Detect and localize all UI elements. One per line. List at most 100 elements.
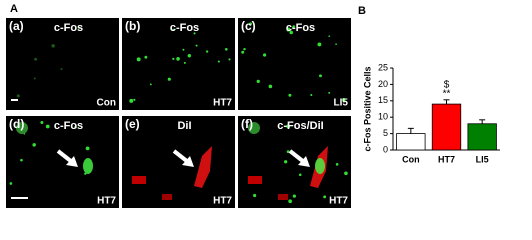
y-axis-label: c-Fos Positive Cells (362, 66, 372, 151)
fluorescent-dot (129, 98, 134, 103)
fluorescent-dot (217, 60, 220, 63)
figure-label: A (10, 3, 18, 15)
fluorescent-dot (172, 57, 175, 61)
fluorescent-dot (193, 32, 196, 35)
fluorescent-dot (256, 79, 260, 84)
panel-letter: (c) (241, 19, 256, 33)
fluorescent-dot (298, 173, 302, 177)
stain-label: c-Fos (286, 22, 315, 34)
bar (467, 123, 497, 151)
fluorescent-dot (85, 146, 90, 151)
fluorescent-dot (9, 182, 13, 185)
micrograph (122, 18, 235, 110)
cell (315, 158, 325, 174)
fluorescent-dot (328, 35, 331, 38)
x-tick-label: Con (402, 154, 420, 164)
fluorescent-dot (144, 55, 148, 59)
fluorescent-dot (20, 158, 23, 162)
fluorescent-dot (183, 61, 186, 64)
stain-label: DiI (177, 120, 191, 132)
fluorescent-dot (133, 98, 136, 101)
fluorescent-dot (241, 50, 245, 54)
fluorescent-dot (284, 160, 288, 164)
arrow-head (182, 156, 194, 167)
panel-letter: (f) (241, 117, 253, 131)
fluorescent-dot (167, 77, 171, 81)
panel-letter: (e) (125, 117, 140, 131)
group-label: HT7 (329, 196, 348, 207)
fluorescent-dot (289, 30, 294, 35)
arrow (288, 149, 306, 164)
fluorescent-dot (341, 98, 346, 102)
stain-label: c-Fos (54, 120, 83, 132)
x-tick-label: HT7 (438, 154, 455, 164)
fluorescent-dot (187, 54, 192, 58)
fluorescent-dot (60, 68, 63, 71)
fluorescent-dot (243, 47, 246, 51)
arrow-head (298, 156, 310, 167)
fluorescent-dot (16, 94, 20, 98)
fluorescent-dot (319, 74, 322, 78)
fluorescent-dot (32, 143, 36, 147)
fluorescent-dot (149, 83, 152, 86)
fluorescent-dot (286, 124, 291, 129)
significance-mark: ** (443, 88, 451, 99)
group-label: Con (97, 98, 116, 109)
arrow (56, 149, 74, 164)
arrow (172, 149, 190, 164)
dii-spot (248, 176, 262, 184)
fluorescent-dot (262, 53, 267, 57)
figure: A B (a) c-Fos Con (b) c-Fos HT7 (c) c-Fos LI5 (d)… (6, 3, 500, 208)
fluorescent-dot (77, 27, 81, 30)
y-tick-label: 15 (378, 95, 388, 105)
fluorescent-dot (328, 91, 331, 94)
fluorescent-dot (224, 47, 228, 51)
micrograph (6, 18, 119, 110)
dii-spot (278, 194, 288, 200)
group-label: HT7 (213, 98, 232, 109)
fluorescent-dot (292, 26, 295, 29)
fluorescent-dot (228, 58, 231, 61)
fluorescent-dot (249, 22, 253, 26)
micrograph (238, 18, 351, 110)
stain-label: c-Fos (54, 22, 83, 34)
group-label: HT7 (213, 196, 232, 207)
fluorescent-dot (317, 42, 322, 47)
fluorescent-dot (45, 124, 50, 129)
bar (431, 103, 462, 151)
fluorescent-dot (286, 27, 291, 32)
fluorescent-dot (136, 57, 141, 62)
bar (396, 133, 426, 151)
stain-label: c-Fos/DiI (277, 120, 323, 132)
cell (248, 122, 260, 134)
fluorescent-dot (51, 44, 55, 48)
fluorescent-dot (288, 199, 292, 204)
significance-mark: $ (444, 79, 450, 90)
fluorescent-dot (344, 171, 348, 176)
dii-spot (162, 194, 172, 200)
panel-letter: (d) (9, 117, 24, 131)
chart-label: B (358, 5, 366, 17)
group-label: HT7 (97, 196, 116, 207)
group-label: LI5 (334, 98, 349, 109)
dii-spot (132, 176, 146, 184)
y-tick-label: 0 (383, 144, 388, 154)
fluorescent-dot (74, 125, 77, 129)
fluorescent-dot (205, 50, 209, 53)
fluorescent-dot (335, 163, 339, 166)
arrow-head (66, 156, 78, 167)
fluorescent-dot (33, 77, 36, 80)
y-tick-label: 10 (378, 112, 388, 122)
fluorescent-dot (335, 43, 337, 46)
panel-letter: (a) (9, 19, 24, 33)
fluorescent-dot (182, 48, 185, 51)
x-tick-label: LI5 (476, 154, 489, 164)
fluorescent-dot (40, 120, 44, 124)
fluorescent-dot (310, 93, 313, 97)
fluorescent-dot (268, 84, 273, 89)
fluorescent-dot (323, 195, 327, 199)
micrograph (122, 116, 235, 208)
fluorescent-dot (286, 150, 290, 154)
fluorescent-dot (288, 93, 292, 97)
y-tick-label: 20 (378, 79, 388, 89)
